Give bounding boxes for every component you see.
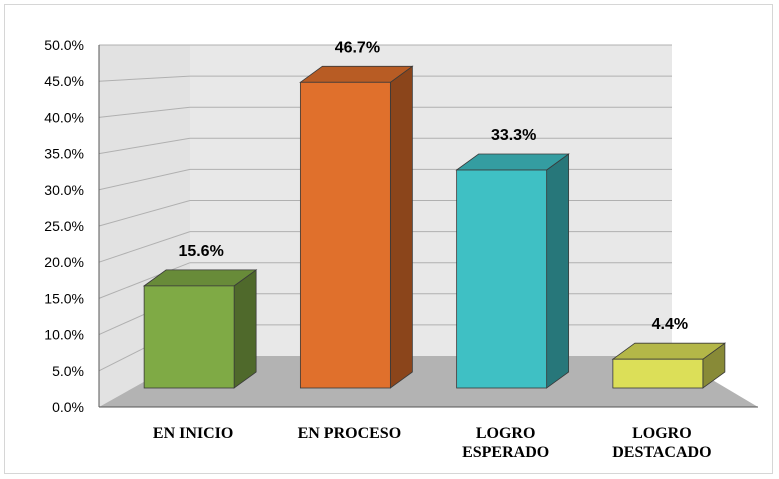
bar-front <box>143 285 235 389</box>
category-label: LOGRO DESTACADO <box>612 425 711 461</box>
bar <box>455 153 570 389</box>
category-label: LOGRO ESPERADO <box>462 425 549 461</box>
y-tick-label: 0.0% <box>52 399 84 415</box>
gridline-side <box>98 262 191 299</box>
y-tick-label: 35.0% <box>44 146 84 162</box>
bar-front <box>456 169 548 389</box>
category-label: EN PROCESO <box>298 425 402 442</box>
gridlines <box>98 44 672 372</box>
y-tick-label: 25.0% <box>44 218 84 234</box>
data-label: 4.4% <box>652 316 688 333</box>
y-tick-label: 50.0% <box>44 37 84 53</box>
bar <box>142 269 258 389</box>
gridline-side <box>98 168 191 191</box>
bar <box>299 65 414 389</box>
data-label: 33.3% <box>491 127 536 144</box>
floor <box>99 356 758 407</box>
data-labels: 15.6% 46.7% 33.3% 4.4% <box>178 39 688 333</box>
y-tick-label: 20.0% <box>44 254 84 270</box>
gridline-side <box>98 200 191 227</box>
bar <box>611 342 727 389</box>
gridline-side <box>98 137 191 155</box>
category-labels: EN INICIO EN PROCESO LOGRO ESPERADO LOGRO DES… <box>153 425 712 461</box>
gridline-side <box>98 231 191 263</box>
y-tick-label: 40.0% <box>44 109 84 125</box>
y-tick-label: 45.0% <box>44 73 84 89</box>
bar-front <box>612 358 704 389</box>
y-tick-label: 30.0% <box>44 182 84 198</box>
y-tick-label: 5.0% <box>52 363 84 379</box>
y-tick-label: 15.0% <box>44 290 84 306</box>
bar-side <box>546 153 570 389</box>
bar-front <box>299 81 391 389</box>
data-label: 46.7% <box>335 39 380 56</box>
bar-side <box>233 269 257 389</box>
category-label: EN INICIO <box>153 425 233 442</box>
gridline-side <box>98 106 191 118</box>
data-label: 15.6% <box>178 243 223 260</box>
y-tick-labels: 0.0% 5.0% 10.0% 15.0% 20.0% 25.0% 30.0% 35.0% 40… <box>44 37 84 415</box>
bars <box>142 65 727 389</box>
gridline-side <box>98 75 191 82</box>
y-tick-label: 10.0% <box>44 327 84 343</box>
bar-side <box>389 65 413 389</box>
